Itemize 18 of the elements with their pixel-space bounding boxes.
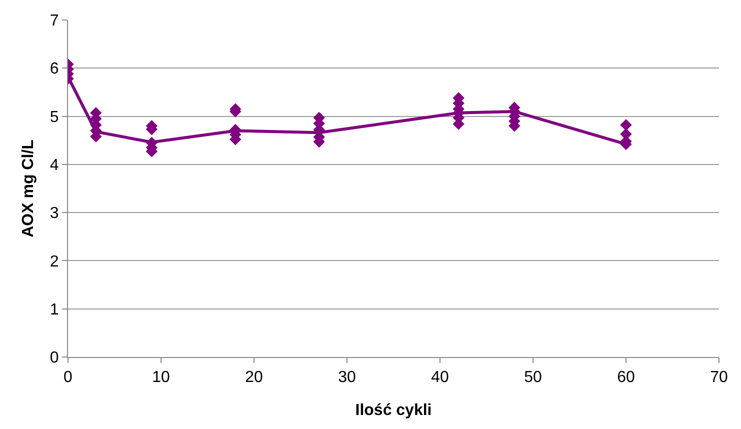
y-tick-label: 4	[50, 157, 59, 174]
x-tick-label: 40	[431, 369, 449, 386]
y-tick-label: 7	[50, 12, 59, 30]
y-tick-label: 2	[50, 253, 59, 270]
y-axis-title: AOX mg Cl/L	[20, 139, 37, 238]
x-tick-label: 20	[245, 369, 263, 386]
y-tick-label: 1	[50, 301, 59, 318]
x-tick-label: 30	[338, 369, 356, 386]
y-tick-label: 5	[50, 108, 59, 126]
y-tick-label: 6	[50, 60, 59, 78]
x-tick-label: 0	[64, 369, 73, 386]
x-tick-label: 70	[710, 369, 728, 386]
y-tick-label: 0	[50, 350, 59, 367]
x-axis-title: Ilość cykli	[355, 402, 432, 419]
x-tick-label: 10	[152, 369, 170, 386]
y-tick-label: 3	[50, 205, 59, 222]
x-tick-label: 50	[524, 369, 542, 386]
x-tick-label: 60	[617, 369, 635, 386]
